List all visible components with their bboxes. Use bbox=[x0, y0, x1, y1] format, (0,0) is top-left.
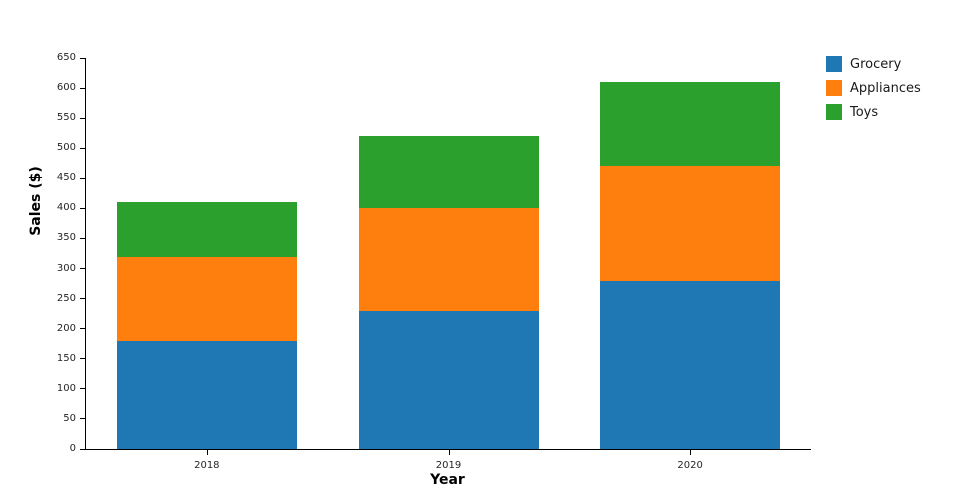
legend-label-toys: Toys bbox=[850, 104, 879, 120]
x-tick-mark bbox=[690, 450, 692, 455]
y-tick-label-500: 500 bbox=[56, 142, 76, 154]
legend-item-appliances: Appliances bbox=[826, 80, 921, 96]
y-tick-label-100: 100 bbox=[56, 382, 76, 394]
y-tick-mark bbox=[80, 268, 85, 270]
bar-segment-grocery-2020 bbox=[600, 280, 781, 449]
y-tick-mark bbox=[80, 358, 85, 360]
x-tick-label-2018: 2018 bbox=[194, 460, 220, 471]
legend-label-grocery: Grocery bbox=[850, 56, 902, 72]
y-tick-label-650: 650 bbox=[56, 52, 76, 63]
bar-segment-appliances-2019 bbox=[358, 208, 539, 311]
x-tick-mark bbox=[448, 450, 450, 455]
y-tick-label-0: 0 bbox=[69, 443, 76, 454]
legend: Grocery Appliances Toys bbox=[826, 56, 921, 120]
y-tick-mark bbox=[80, 328, 85, 330]
y-tick-label-300: 300 bbox=[56, 262, 76, 274]
legend-swatch-grocery bbox=[826, 56, 842, 72]
bar-segment-grocery-2019 bbox=[358, 310, 539, 449]
bar-segment-appliances-2018 bbox=[116, 256, 297, 341]
plot-area: 0 50 100 150 200 250 300 350 400 450 500 550 600 650 2… bbox=[57, 52, 811, 471]
y-tick-label-600: 600 bbox=[56, 82, 76, 94]
bar-segment-toys-2020 bbox=[600, 82, 781, 167]
x-tick-mark bbox=[206, 450, 208, 455]
y-tick-mark bbox=[80, 117, 85, 119]
y-tick-label-550: 550 bbox=[56, 112, 76, 124]
y-tick-mark bbox=[80, 298, 85, 300]
y-tick-mark bbox=[80, 147, 85, 149]
legend-item-grocery: Grocery bbox=[826, 56, 921, 72]
y-tick-mark bbox=[80, 177, 85, 179]
x-tick-label-2019: 2019 bbox=[435, 460, 462, 471]
legend-swatch-toys bbox=[826, 104, 842, 120]
y-tick-label-250: 250 bbox=[56, 292, 76, 304]
legend-item-toys: Toys bbox=[826, 104, 921, 120]
bar-segment-toys-2019 bbox=[358, 136, 539, 209]
y-tick-label-450: 450 bbox=[56, 172, 76, 184]
y-tick-label-50: 50 bbox=[63, 412, 76, 424]
y-tick-mark bbox=[80, 87, 85, 89]
bar-segment-toys-2018 bbox=[116, 202, 297, 257]
y-tick-mark bbox=[80, 207, 85, 209]
x-axis-title: Year bbox=[430, 472, 465, 488]
bar-segment-appliances-2020 bbox=[600, 166, 781, 281]
y-tick-mark bbox=[80, 448, 85, 450]
y-tick-mark bbox=[80, 237, 85, 239]
legend-swatch-appliances bbox=[826, 80, 842, 96]
y-tick-label-350: 350 bbox=[56, 232, 76, 244]
y-tick-mark bbox=[80, 388, 85, 390]
legend-label-appliances: Appliances bbox=[850, 80, 921, 96]
y-tick-label-150: 150 bbox=[56, 352, 76, 364]
y-tick-label-200: 200 bbox=[56, 322, 76, 334]
x-tick-label-2020: 2020 bbox=[677, 460, 703, 471]
y-tick-mark bbox=[80, 57, 85, 59]
y-tick-label-400: 400 bbox=[56, 202, 76, 214]
y-tick-mark bbox=[80, 418, 85, 420]
bar-segment-grocery-2018 bbox=[116, 340, 297, 449]
